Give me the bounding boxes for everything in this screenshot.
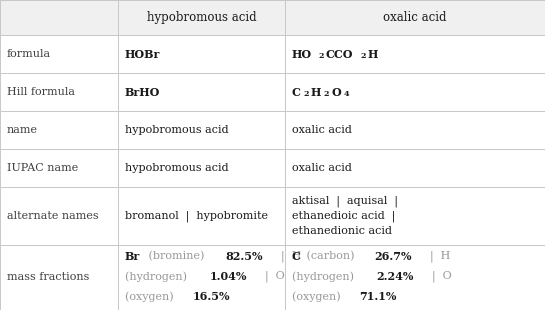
Bar [118, 35, 285, 73]
Text: (hydrogen): (hydrogen) [292, 271, 358, 282]
Bar [285, 35, 545, 73]
Bar [118, 0, 285, 35]
Bar [0, 73, 118, 111]
Bar [118, 73, 285, 111]
Bar [0, 149, 118, 187]
Text: (carbon): (carbon) [304, 251, 359, 261]
Text: 2: 2 [304, 90, 309, 98]
Text: 26.7%: 26.7% [374, 251, 412, 262]
Text: |  O: | O [425, 271, 451, 282]
Text: C: C [292, 251, 301, 262]
Bar [0, 111, 118, 149]
Text: (oxygen): (oxygen) [125, 291, 177, 302]
Bar [0, 0, 118, 35]
Text: Br: Br [125, 251, 140, 262]
Text: 2: 2 [318, 52, 324, 60]
Text: 2: 2 [361, 52, 366, 60]
Text: aktisal  |  aquisal  |
ethanedioic acid  |
ethanedionic acid: aktisal | aquisal | ethanedioic acid | e… [292, 196, 398, 237]
Text: 2: 2 [324, 90, 329, 98]
Bar [285, 149, 545, 187]
Text: hypobromous acid: hypobromous acid [125, 125, 228, 135]
Text: H: H [368, 48, 378, 60]
Bar [0, 245, 118, 310]
Bar [285, 187, 545, 245]
Bar [118, 187, 285, 245]
Text: CCO: CCO [325, 48, 353, 60]
Text: 2.24%: 2.24% [377, 271, 414, 282]
Text: |  O: | O [258, 271, 284, 282]
Text: Hill formula: Hill formula [7, 87, 75, 97]
Text: name: name [7, 125, 38, 135]
Text: |  H: | H [274, 250, 301, 262]
Text: O: O [331, 86, 341, 98]
Bar [118, 111, 285, 149]
Bar [0, 35, 118, 73]
Text: HOBr: HOBr [125, 48, 160, 60]
Text: alternate names: alternate names [7, 211, 99, 221]
Text: formula: formula [7, 49, 51, 59]
Text: 16.5%: 16.5% [192, 291, 230, 302]
Bar [118, 0, 285, 35]
Bar [118, 245, 285, 310]
Text: HO: HO [292, 48, 312, 60]
Text: bromanol  |  hypobromite: bromanol | hypobromite [125, 210, 268, 222]
Bar [285, 0, 545, 35]
Text: 1.04%: 1.04% [209, 271, 247, 282]
Bar [0, 187, 118, 245]
Text: (hydrogen): (hydrogen) [125, 271, 191, 282]
Text: hypobromous acid: hypobromous acid [125, 163, 228, 173]
Text: C: C [292, 86, 301, 98]
Bar [285, 0, 545, 35]
Bar [0, 0, 118, 35]
Bar [118, 149, 285, 187]
Bar [285, 245, 545, 310]
Text: (oxygen): (oxygen) [292, 291, 344, 302]
Text: 82.5%: 82.5% [226, 251, 263, 262]
Text: hypobromous acid: hypobromous acid [147, 11, 256, 24]
Bar [285, 73, 545, 111]
Text: oxalic acid: oxalic acid [383, 11, 447, 24]
Text: BrHO: BrHO [125, 86, 160, 98]
Text: oxalic acid: oxalic acid [292, 163, 352, 173]
Text: oxalic acid: oxalic acid [292, 125, 352, 135]
Text: |  H: | H [423, 250, 450, 262]
Text: mass fractions: mass fractions [7, 272, 89, 282]
Text: H: H [311, 86, 321, 98]
Text: IUPAC name: IUPAC name [7, 163, 78, 173]
Text: (bromine): (bromine) [144, 251, 208, 261]
Text: 71.1%: 71.1% [359, 291, 397, 302]
Bar [285, 111, 545, 149]
Text: 4: 4 [343, 90, 349, 98]
